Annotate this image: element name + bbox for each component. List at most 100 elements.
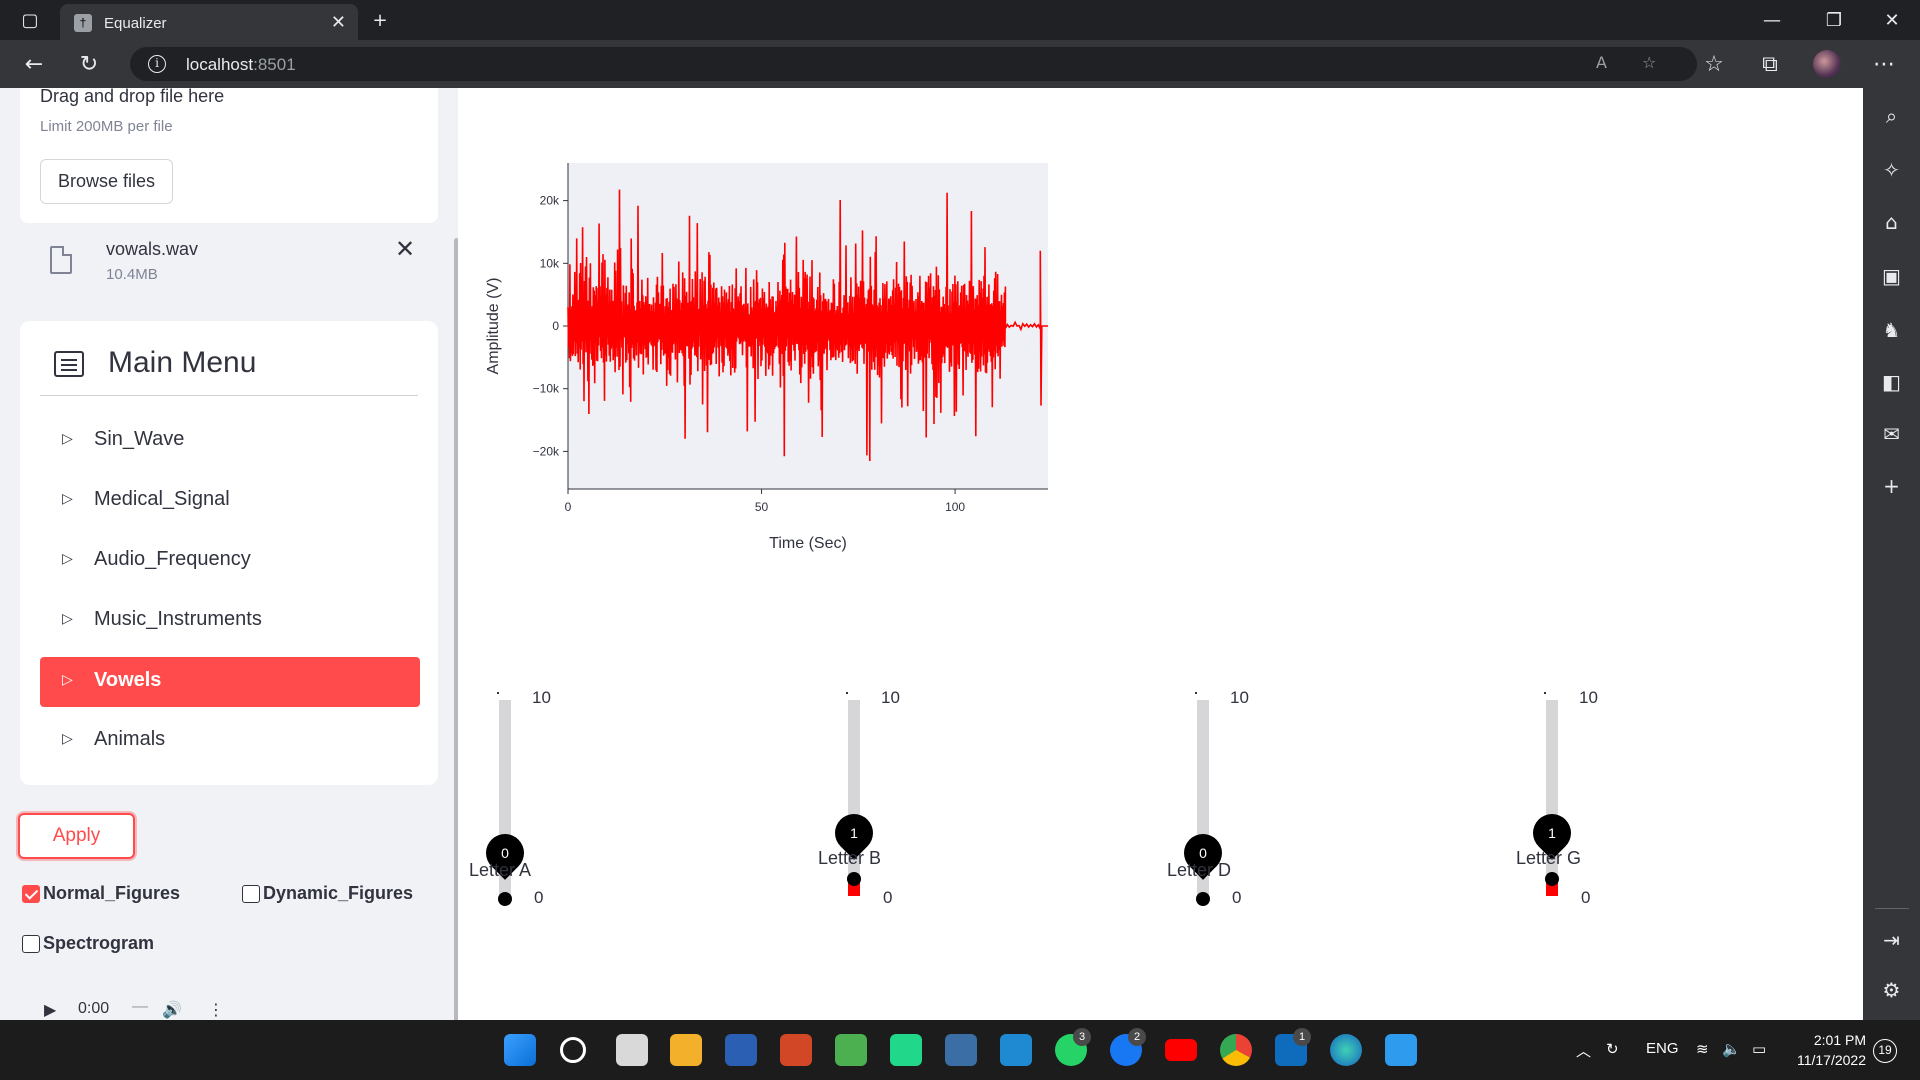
checkbox-label: Spectrogram [43,933,155,953]
hide-sidebar-icon[interactable]: ⇥ [1883,928,1900,952]
file-explorer-icon[interactable] [670,1034,702,1066]
dynamic-figures-checkbox[interactable]: Dynamic_Figures [242,883,413,904]
discover-icon[interactable]: ✧ [1883,158,1900,182]
slider-label: Letter G [1516,848,1582,868]
slider-min: 0 [534,888,544,907]
chrome-icon[interactable] [1220,1034,1252,1066]
pycharm-icon[interactable] [890,1034,922,1066]
address-bar[interactable]: i localhost:8501 A ☆ [130,47,1697,81]
checkbox-label: Dynamic_Figures [263,883,414,903]
battery-icon[interactable]: ▭ [1752,1041,1767,1058]
menu-item-sin-wave[interactable]: ▷ Sin_Wave [40,416,420,466]
menu-item-medical-signal[interactable]: ▷ Medical_Signal [40,476,420,526]
upload-limit-text: Limit 200MB per file [40,118,173,135]
tray-chevron-icon[interactable]: ︿ [1576,1043,1592,1060]
apply-button[interactable]: Apply [18,813,135,859]
audio-menu-icon[interactable]: ⋮ [208,1002,224,1019]
file-uploader[interactable]: Drag and drop file here Limit 200MB per … [20,88,438,223]
close-window-icon[interactable]: ✕ [1884,9,1900,31]
spectrogram-checkbox[interactable]: Spectrogram [22,933,154,954]
shopping-tag-icon[interactable]: ⌂ [1885,210,1898,234]
read-aloud-icon[interactable]: A [1596,53,1607,72]
settings-gear-icon[interactable]: ⚙ [1882,978,1901,1002]
sidebar-scrollbar[interactable] [454,238,458,1020]
collections-icon[interactable]: ⧉ [1762,51,1778,77]
checkbox-box[interactable] [242,884,260,903]
slider-handle[interactable] [1545,872,1559,887]
slider-value: 1 [1548,825,1556,842]
slider-max: 10 [1230,688,1249,707]
edge-icon[interactable] [1330,1034,1362,1066]
slider-handle[interactable] [847,872,861,887]
menu-list-icon [54,351,84,377]
youtube-icon[interactable] [1165,1039,1197,1061]
y-tick-label: −10k [533,382,560,396]
games-icon[interactable]: ♞ [1882,318,1901,342]
slider-letter-d[interactable]: 0 10 0 Letter D [1158,88,1358,907]
refresh-icon[interactable]: ↻ [79,51,99,77]
language-indicator[interactable]: ENG [1646,1040,1679,1057]
slider-min: 0 [1232,888,1242,907]
powerpoint-icon[interactable] [780,1034,812,1066]
vscode-icon[interactable] [1000,1034,1032,1066]
task-view-icon[interactable] [616,1034,648,1066]
menu-item-label: Sin_Wave [94,428,185,450]
clock[interactable]: 2:01 PM 11/17/2022 [1790,1030,1866,1070]
browser-tab[interactable]: † Equalizer ✕ [60,4,358,40]
profile-avatar[interactable] [1813,50,1841,78]
slider-letter-g[interactable]: 1 10 0 Letter G [1507,88,1707,907]
photos-icon[interactable] [1385,1034,1417,1066]
menu-item-vowels[interactable]: ▷ Vowels [40,657,420,707]
file-size: 10.4MB [106,266,158,283]
wifi-icon[interactable]: ≋ [1696,1041,1709,1058]
slider-handle[interactable] [498,892,512,906]
slider-letter-b[interactable]: 1 10 0 Letter B [809,88,1009,907]
sql-icon[interactable] [945,1034,977,1066]
sync-icon[interactable]: ↻ [1606,1041,1619,1058]
menu-title: Main Menu [108,346,257,379]
search-icon[interactable]: ⌕ [1885,104,1898,128]
more-icon[interactable]: ⋯ [1873,51,1895,77]
url-text: localhost:8501 [186,55,296,74]
checkbox-box[interactable] [22,934,40,953]
audio-player: ▶ 0:00 — 🔊 ⋮ [40,996,240,1020]
restore-icon[interactable]: ❐ [1825,9,1843,31]
tools-icon[interactable]: ▣ [1882,264,1901,288]
slider-letter-a[interactable]: 0 10 0 Letter A [460,88,660,907]
favorites-icon[interactable]: ☆ [1704,51,1724,77]
audio-progress[interactable]: — [132,998,148,1015]
play-outline-icon: ▷ [62,672,73,688]
menu-item-music-instruments[interactable]: ▷ Music_Instruments [40,596,420,646]
add-icon[interactable]: + [1883,474,1900,498]
speaker-icon[interactable]: 🔈 [1722,1041,1741,1058]
minimize-icon[interactable]: — [1763,9,1781,31]
edge-sidebar-divider [1875,908,1909,909]
file-icon [50,246,72,274]
start-icon[interactable] [504,1034,536,1066]
slider-handle[interactable] [1196,892,1210,906]
tab-close-icon[interactable]: ✕ [330,12,346,33]
play-icon[interactable]: ▶ [44,1002,57,1019]
back-icon[interactable]: ← [24,51,44,77]
checkbox-label: Normal_Figures [43,883,181,903]
volume-icon[interactable]: 🔊 [162,1002,182,1019]
menu-item-animals[interactable]: ▷ Animals [40,716,420,766]
y-tick-label: 0 [552,319,559,333]
office-icon[interactable]: ◧ [1882,370,1901,394]
app-green-icon[interactable] [835,1034,867,1066]
remove-file-icon[interactable]: ✕ [395,235,416,263]
site-info-icon[interactable]: i [148,55,166,73]
tab-actions-icon[interactable]: ▢ [21,9,39,31]
search-icon[interactable] [560,1037,586,1063]
new-tab-icon[interactable]: + [372,9,388,31]
browse-files-button[interactable]: Browse files [40,159,173,204]
add-favorite-icon[interactable]: ☆ [1642,53,1657,72]
outlook-icon[interactable]: ✉ [1883,422,1900,446]
notification-badge[interactable]: 19 [1873,1039,1897,1063]
slider-label: Letter D [1167,860,1232,880]
word-icon[interactable] [725,1034,757,1066]
slider-min: 0 [883,888,893,907]
normal-figures-checkbox[interactable]: Normal_Figures [22,883,180,904]
menu-item-audio-frequency[interactable]: ▷ Audio_Frequency [40,536,420,586]
checkbox-box[interactable] [22,884,40,903]
